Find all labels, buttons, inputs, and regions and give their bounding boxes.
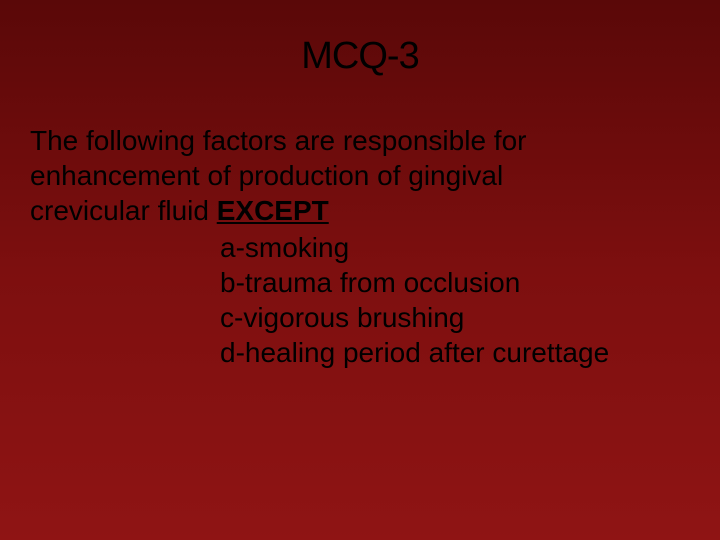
stem-line: enhancement of production of gingival	[30, 158, 690, 193]
option-c: c-vigorous brushing	[220, 300, 690, 335]
stem-line-text: crevicular fluid	[30, 195, 217, 226]
stem-line: crevicular fluid EXCEPT	[30, 193, 690, 228]
option-a: a-smoking	[220, 230, 690, 265]
option-d: d-healing period after curettage	[220, 335, 690, 370]
stem-line: The following factors are responsible fo…	[30, 123, 690, 158]
question-stem: The following factors are responsible fo…	[30, 123, 690, 228]
options-block: a-smoking b-trauma from occlusion c-vigo…	[30, 230, 690, 370]
option-b: b-trauma from occlusion	[220, 265, 690, 300]
stem-emphasis: EXCEPT	[217, 195, 329, 226]
slide-title: MCQ-3	[30, 35, 690, 78]
